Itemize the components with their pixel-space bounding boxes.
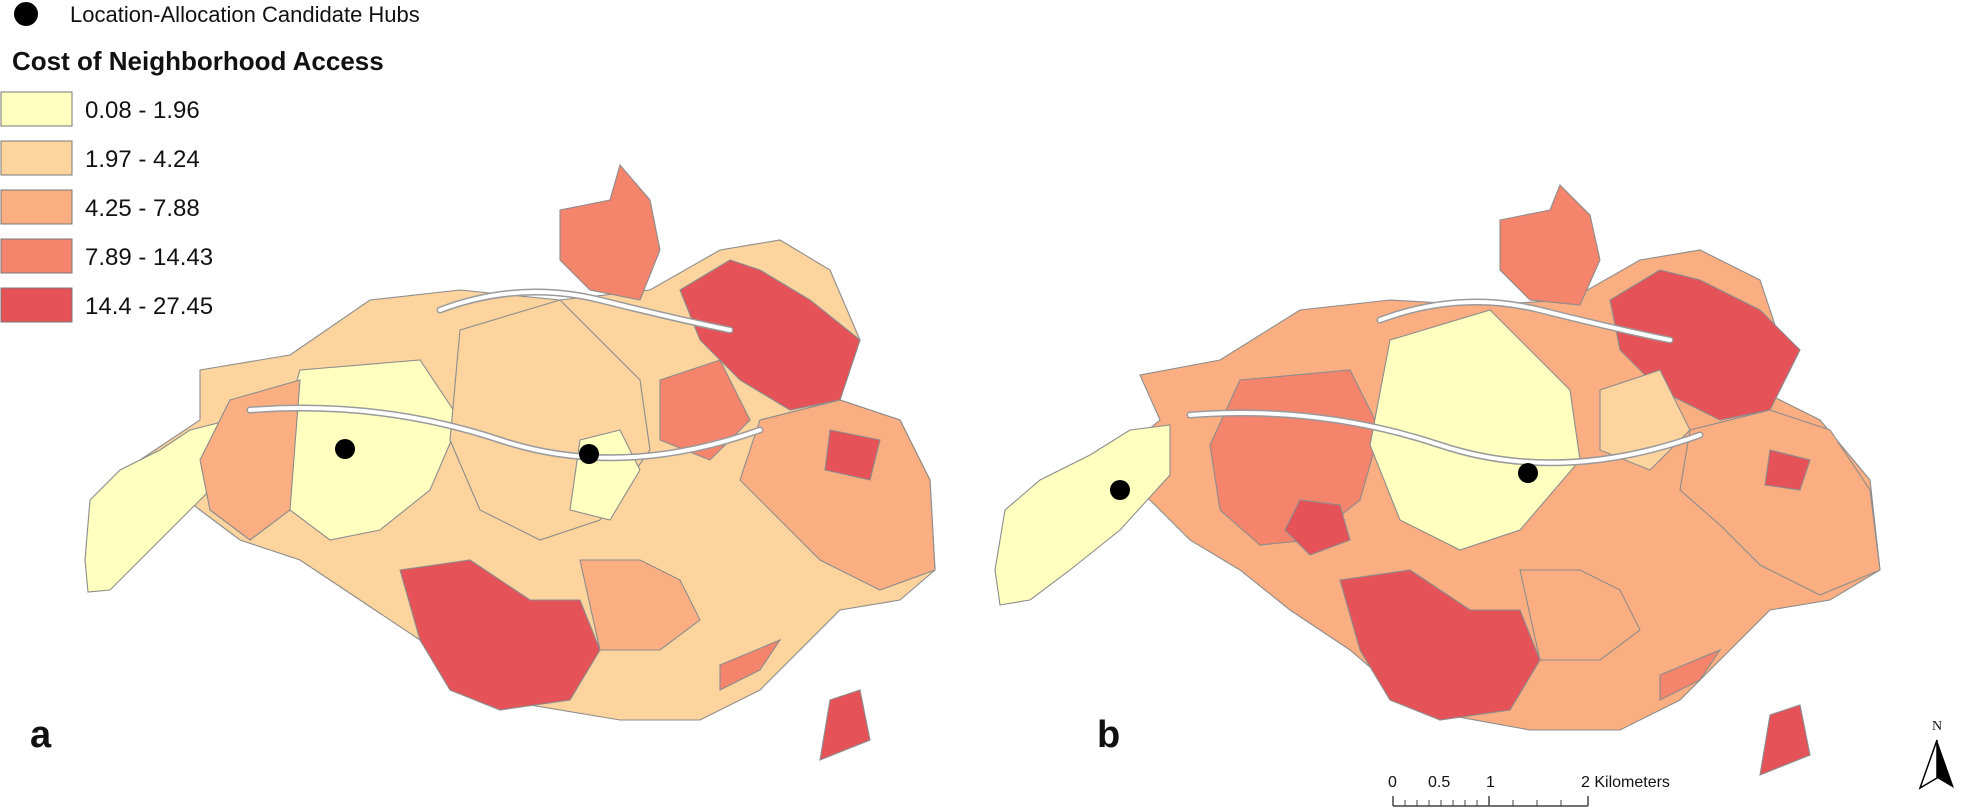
hub-marker-a-2 (579, 444, 599, 464)
panel-label-b: b (1097, 714, 1120, 756)
legend-swatch-4 (0, 238, 73, 274)
legend-label-2: 1.97 - 4.24 (85, 146, 200, 173)
scale-bar: 0 0.5 1 2 Kilometers (1388, 774, 1670, 807)
map-region-a-east (739, 399, 936, 591)
panel-b-map (994, 184, 1881, 776)
hub-marker-b-1 (1110, 480, 1130, 500)
map-road-b-north-inner (1378, 300, 1672, 342)
north-arrow-icon (1937, 740, 1954, 788)
map-region-b-southeast (1519, 569, 1641, 661)
legend-swatch-3 (0, 189, 73, 225)
scale-tick-0: 0 (1388, 774, 1397, 791)
map-region-a-island-1 (719, 638, 782, 691)
map-region-a-south (399, 559, 601, 711)
scale-tick-2: 2 Kilometers (1581, 774, 1670, 791)
hub-marker-b-2 (1518, 463, 1538, 483)
legend-swatch-5 (0, 287, 73, 323)
north-arrow-icon-outline (1918, 739, 1938, 790)
map-region-b-east (1679, 409, 1881, 596)
map-region-a-island-2 (819, 689, 871, 761)
map-region-a-north-tail (559, 163, 661, 301)
map-region-b-center (1369, 309, 1581, 551)
map-region-b-north-tail (1499, 184, 1601, 306)
legend: Location-Allocation Candidate Hubs Cost … (0, 2, 420, 323)
legend-swatch-1 (0, 91, 73, 127)
legend-label-3: 4.25 - 7.88 (85, 195, 200, 222)
map-road-a-north-inner (438, 290, 732, 332)
map-region-b-island-1 (1659, 648, 1722, 701)
scale-tick-05: 0.5 (1428, 774, 1450, 791)
map-region-a-east-spot (824, 429, 881, 481)
hub-legend-label: Location-Allocation Candidate Hubs (70, 2, 420, 27)
legend-label-1: 0.08 - 1.96 (85, 97, 200, 124)
map-region-b-island-2 (1759, 704, 1811, 776)
map-road-b-south-inner (1188, 411, 1702, 465)
map-region-b-east-spot (1764, 449, 1811, 491)
legend-label-5: 14.4 - 27.45 (85, 293, 213, 320)
north-label: N (1932, 719, 1942, 734)
legend-label-4: 7.89 - 14.43 (85, 244, 213, 271)
panel-label-a: a (30, 714, 52, 756)
north-arrow: N (1918, 719, 1954, 790)
map-region-b-west-spot (1284, 499, 1351, 556)
map-region-b-west-arm (994, 424, 1171, 606)
legend-swatch-2 (0, 140, 73, 176)
legend-title: Cost of Neighborhood Access (12, 46, 384, 76)
map-region-a-west-ring (199, 379, 301, 541)
panel-a-map (84, 163, 936, 761)
scale-tick-1: 1 (1486, 774, 1495, 791)
hub-legend-symbol (14, 2, 38, 26)
hub-marker-a-1 (335, 439, 355, 459)
map-region-a-southeast (579, 559, 701, 651)
map-region-b-south (1339, 569, 1541, 721)
map-road-a-south-inner (248, 406, 762, 460)
